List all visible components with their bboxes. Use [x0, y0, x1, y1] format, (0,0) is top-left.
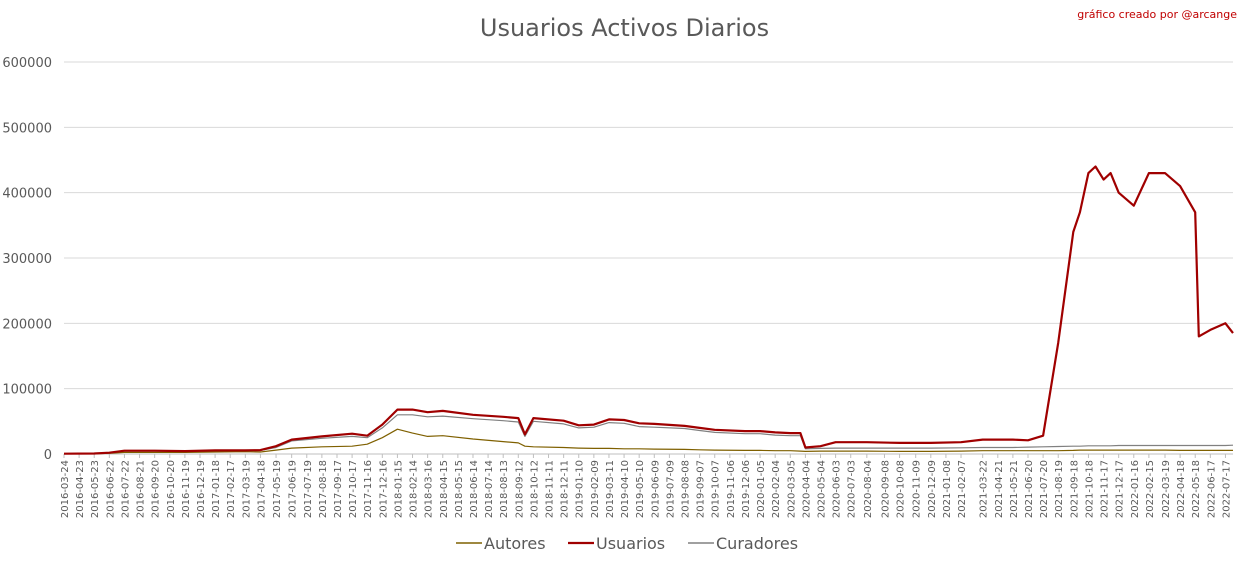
series-lines: [63, 165, 1234, 455]
x-tick-label: 2021-06-20: [1024, 460, 1035, 518]
x-tick-label: 2017-05-19: [272, 460, 283, 518]
x-tick-label: 2019-02-09: [590, 460, 601, 518]
x-tick-label: 2018-01-15: [393, 460, 404, 518]
x-tick-label: 2019-11-06: [726, 460, 737, 518]
x-tick-label: 2020-12-09: [927, 460, 938, 518]
x-tick-label: 2018-09-12: [514, 460, 525, 518]
x-tick-label: 2021-05-21: [1009, 460, 1020, 518]
x-tick-label: 2016-08-21: [136, 460, 147, 518]
x-tick-label: 2020-08-04: [863, 460, 874, 518]
x-tick-label: 2019-10-07: [711, 460, 722, 518]
gridlines: [64, 61, 1233, 455]
y-tick-label: 200000: [2, 317, 52, 332]
x-tick-label: 2017-11-16: [363, 460, 374, 518]
x-tick-label: 2017-04-18: [256, 460, 267, 518]
x-tick-label: 2019-03-11: [605, 460, 616, 518]
x-tick-label: 2018-05-15: [454, 460, 465, 518]
x-tick-label: 2020-03-05: [786, 460, 797, 518]
x-tick-label: 2021-03-22: [979, 460, 990, 518]
x-tick-label: 2019-09-07: [696, 460, 707, 518]
x-tick-label: 2018-07-14: [484, 460, 495, 518]
x-tick-label: 2021-07-20: [1039, 460, 1050, 518]
y-tick-label: 300000: [2, 252, 52, 267]
x-axis-ticks: 2016-03-24 2016-04-23 2016-05-23 2016-06-22…: [60, 454, 1232, 518]
x-tick-label: 2021-09-18: [1069, 460, 1080, 518]
x-tick-label: 2021-01-08: [942, 460, 953, 518]
x-tick-label: 2017-02-17: [226, 460, 237, 518]
legend-label-autores: Autores: [484, 534, 546, 553]
x-tick-label: 2022-05-18: [1191, 460, 1202, 518]
x-tick-label: 2019-07-09: [665, 460, 676, 518]
x-tick-label: 2021-12-17: [1115, 460, 1126, 518]
x-tick-label: 2016-03-24: [60, 460, 71, 518]
x-tick-label: 2018-12-11: [560, 460, 571, 518]
x-tick-label: 2017-06-19: [288, 460, 299, 518]
x-tick-label: 2022-04-18: [1176, 460, 1187, 518]
x-tick-label: 2017-07-19: [303, 460, 314, 518]
x-tick-label: 2016-06-22: [105, 460, 116, 518]
x-tick-label: 2022-07-17: [1221, 460, 1232, 518]
y-tick-label: 600000: [2, 56, 52, 71]
x-tick-label: 2019-08-08: [681, 460, 692, 518]
x-tick-label: 2021-02-07: [957, 460, 968, 518]
chart-title: Usuarios Activos Diarios: [479, 14, 770, 42]
x-tick-label: 2022-06-17: [1206, 460, 1217, 518]
x-tick-label: 2019-04-10: [620, 460, 631, 518]
legend: Autores Usuarios Curadores: [456, 534, 798, 553]
x-tick-label: 2021-04-21: [994, 460, 1005, 518]
x-tick-label: 2020-07-03: [847, 460, 858, 518]
y-tick-label: 100000: [2, 383, 52, 398]
x-tick-label: 2018-11-11: [545, 460, 556, 518]
x-tick-label: 2016-04-23: [75, 460, 86, 518]
x-tick-label: 2018-10-12: [529, 460, 540, 518]
x-tick-label: 2020-02-04: [771, 460, 782, 518]
x-tick-label: 2020-10-08: [896, 460, 907, 518]
series-line-curadores: [63, 414, 1234, 455]
x-tick-label: 2016-07-22: [120, 460, 131, 518]
x-tick-label: 2020-05-04: [817, 460, 828, 518]
x-tick-label: 2021-11-17: [1100, 460, 1111, 518]
x-tick-label: 2017-03-19: [241, 460, 252, 518]
x-tick-label: 2022-01-16: [1130, 460, 1141, 518]
x-tick-label: 2017-10-17: [348, 460, 359, 518]
x-tick-label: 2017-08-18: [318, 460, 329, 518]
x-tick-label: 2016-05-23: [90, 460, 101, 518]
x-tick-label: 2017-01-18: [211, 460, 222, 518]
chart-credit: gráfico creado por @arcange: [1077, 8, 1237, 21]
x-tick-label: 2019-12-06: [741, 460, 752, 518]
y-tick-label: 0: [44, 448, 52, 463]
x-tick-label: 2022-02-15: [1145, 460, 1156, 518]
x-tick-label: 2018-02-14: [409, 460, 420, 518]
y-tick-label: 400000: [2, 187, 52, 202]
x-tick-label: 2020-09-08: [880, 460, 891, 518]
y-axis-ticks: 0 100000 200000 300000 400000 500000 600000: [2, 56, 52, 463]
x-tick-label: 2020-04-04: [801, 460, 812, 518]
x-tick-label: 2019-06-09: [650, 460, 661, 518]
x-tick-label: 2018-06-14: [469, 460, 480, 518]
series-line-autores: [63, 428, 1233, 455]
x-tick-label: 2017-12-16: [378, 460, 389, 518]
x-tick-label: 2020-06-03: [832, 460, 843, 518]
x-tick-label: 2016-09-20: [151, 460, 162, 518]
x-tick-label: 2016-10-20: [166, 460, 177, 518]
x-tick-label: 2018-03-16: [424, 460, 435, 518]
x-tick-label: 2016-12-19: [196, 460, 207, 518]
x-tick-label: 2018-04-15: [439, 460, 450, 518]
x-tick-label: 2018-08-13: [499, 460, 510, 518]
legend-label-curadores: Curadores: [716, 534, 798, 553]
legend-label-usuarios: Usuarios: [596, 534, 665, 553]
x-tick-label: 2016-11-19: [181, 460, 192, 518]
x-tick-label: 2021-10-18: [1084, 460, 1095, 518]
series-line-usuarios: [63, 165, 1234, 455]
x-tick-label: 2021-08-19: [1054, 460, 1065, 518]
x-tick-label: 2020-01-05: [756, 460, 767, 518]
x-tick-label: 2019-05-10: [635, 460, 646, 518]
x-tick-label: 2019-01-10: [575, 460, 586, 518]
x-tick-label: 2020-11-09: [912, 460, 923, 518]
x-tick-label: 2022-03-19: [1161, 460, 1172, 518]
x-tick-label: 2017-09-17: [333, 460, 344, 518]
y-tick-label: 500000: [2, 121, 52, 136]
